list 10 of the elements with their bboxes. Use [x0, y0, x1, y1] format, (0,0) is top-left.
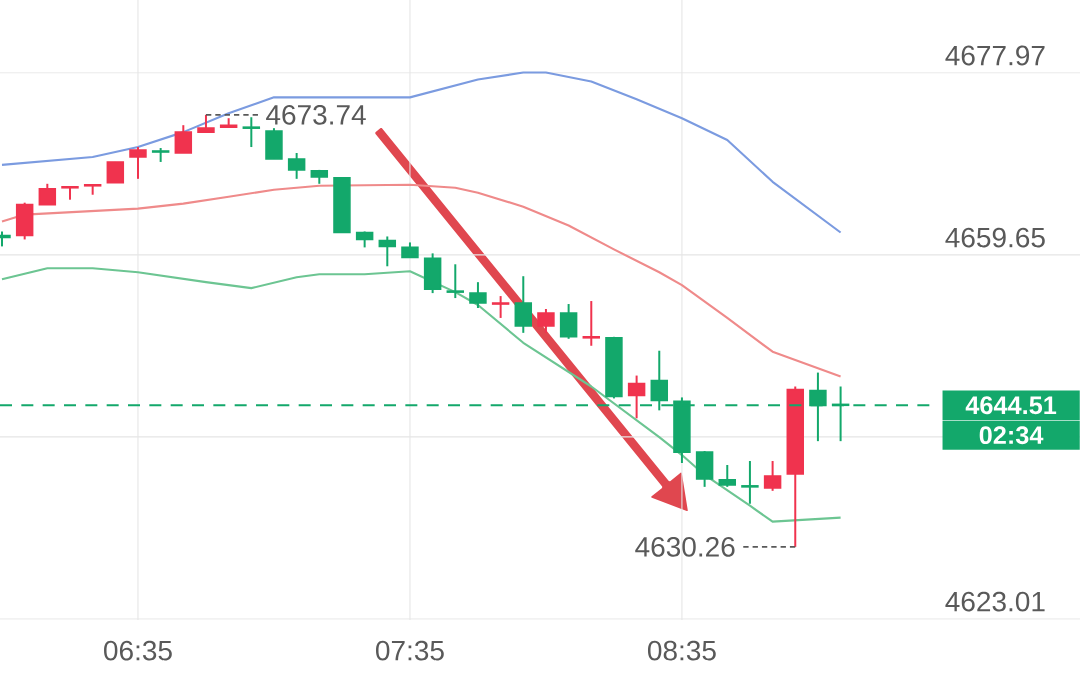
annotation: 4630.26	[635, 536, 735, 557]
ref-line-label: 4644.51	[965, 396, 1057, 415]
y-tick-label: 4659.65	[945, 227, 1045, 248]
annotation: 4673.74	[266, 104, 366, 125]
annotation: 02:34	[979, 426, 1044, 445]
y-tick-label: 4677.97	[945, 45, 1045, 66]
x-tick-label: 06:35	[104, 640, 172, 661]
x-tick-label: 07:35	[376, 640, 444, 661]
y-tick-label: 4623.01	[945, 591, 1045, 612]
x-tick-label: 08:35	[647, 640, 716, 661]
